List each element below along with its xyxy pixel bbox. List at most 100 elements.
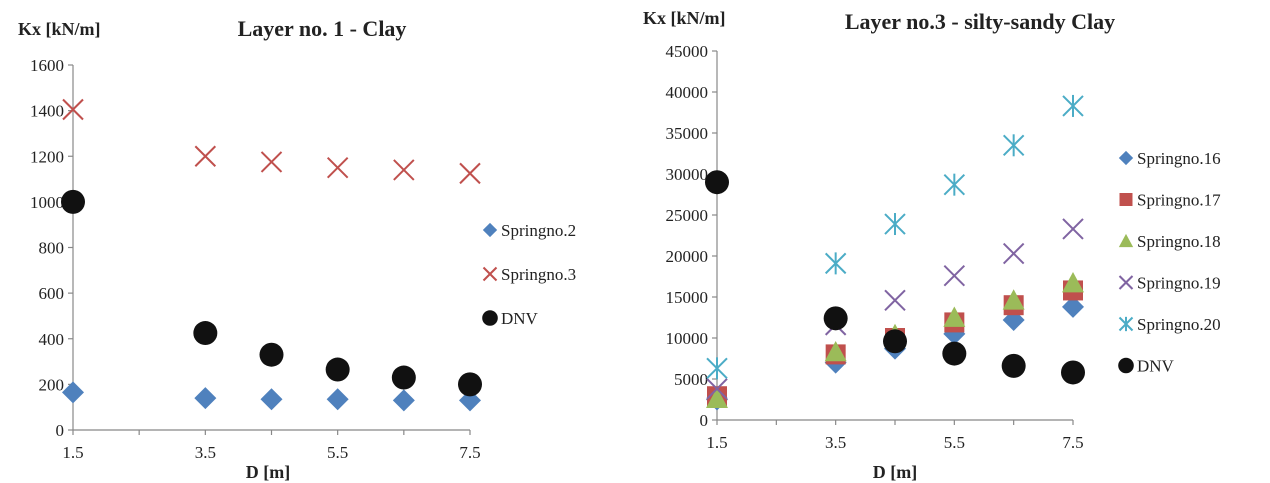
data-point-dnv (193, 321, 218, 346)
y-tick-label: 0 (700, 411, 709, 430)
y-tick-label: 1600 (30, 56, 64, 75)
y-tick-label: 40000 (666, 83, 709, 102)
legend-marker-triangle (1118, 233, 1134, 248)
data-point-springno-2 (194, 387, 217, 410)
series-dnv (61, 189, 482, 397)
data-point-springno-2 (326, 388, 349, 411)
legend-label: Springno.16 (1137, 149, 1221, 168)
data-point-springno-3 (62, 98, 84, 121)
data-point-springno-20 (884, 213, 906, 236)
data-point-springno-3 (260, 151, 283, 173)
legend-marker-diamond (1118, 150, 1134, 166)
y-tick-label: 5000 (674, 370, 708, 389)
y-tick-label: 30000 (666, 165, 709, 184)
data-point-springno-19 (706, 378, 728, 400)
y-tick-label: 15000 (666, 288, 709, 307)
legend-item-springno-2: Springno.2 (482, 221, 576, 240)
y-tick-label: 1400 (30, 102, 64, 121)
series-springno-18 (706, 272, 1084, 409)
data-point-springno-20 (706, 357, 728, 380)
data-point-dnv (458, 372, 482, 397)
legend-marker-square (1119, 193, 1133, 206)
legend-item-springno-19: Springno.19 (1118, 274, 1221, 293)
y-tick-label: 200 (39, 375, 65, 394)
legend: Springno.16 Springno.17 Springno.18 Springn… (1118, 149, 1221, 376)
data-point-springno-18 (706, 387, 728, 409)
data-point-springno-3 (393, 159, 415, 181)
series-springno-2 (62, 381, 481, 412)
data-point-springno-20 (824, 252, 847, 275)
x-tick-label: 7.5 (1062, 433, 1083, 452)
data-point-springno-3 (194, 145, 217, 167)
legend-item-dnv: DNV (482, 309, 539, 328)
legend-marker-x (1118, 275, 1134, 290)
legend-label: Springno.20 (1137, 315, 1221, 334)
legend-label: Springno.2 (501, 221, 576, 240)
y-tick-label: 0 (56, 421, 65, 440)
y-axis-label: Kx [kN/m] (643, 8, 726, 28)
data-point-dnv (61, 189, 85, 214)
x-tick-label: 3.5 (195, 443, 216, 462)
legend-item-dnv: DNV (1118, 357, 1175, 376)
data-point-springno-19 (1062, 218, 1084, 240)
data-point-springno-18 (824, 340, 847, 362)
y-tick-label: 45000 (666, 42, 709, 61)
data-point-dnv (1001, 353, 1026, 378)
data-point-springno-20 (1062, 94, 1084, 117)
x-axis-label: D [m] (246, 462, 290, 482)
data-point-dnv (325, 357, 350, 382)
y-tick-label: 800 (39, 239, 65, 258)
x-axis-label: D [m] (873, 462, 917, 482)
y-tick-label: 600 (39, 284, 65, 303)
data-point-springno-2 (62, 381, 84, 404)
y-tick-label: 1200 (30, 147, 64, 166)
series-springno-19 (706, 218, 1084, 400)
series-springno-20 (706, 94, 1084, 380)
chart-layer-1-clay: Layer no. 1 - Clay Kx [kN/m] D [m] 0 200 400 6… (18, 16, 576, 482)
data-point-springno-20 (943, 173, 966, 196)
chart-layer-3-silty-sandy-clay: Layer no.3 - silty-sandy Clay Kx [kN/m] D … (643, 8, 1221, 482)
data-point-springno-2 (392, 389, 415, 412)
x-tick-label: 7.5 (459, 443, 480, 462)
y-tick-label: 20000 (666, 247, 709, 266)
legend-marker-asterisk (1118, 316, 1134, 332)
x-tick-label: 1.5 (62, 443, 83, 462)
legend-label: Springno.3 (501, 265, 576, 284)
chart-title: Layer no. 1 - Clay (238, 16, 407, 41)
y-tick-label: 10000 (666, 329, 709, 348)
legend-marker-x (482, 266, 498, 282)
data-point-springno-3 (326, 156, 349, 179)
legend-label: Springno.19 (1137, 274, 1221, 293)
y-tick-label: 400 (39, 330, 65, 349)
data-point-dnv (705, 170, 729, 195)
legend-label: Springno.17 (1137, 191, 1221, 210)
legend-item-springno-20: Springno.20 (1118, 315, 1221, 334)
x-tick-label: 5.5 (944, 433, 965, 452)
x-tick-label: 3.5 (825, 433, 846, 452)
y-axis-label: Kx [kN/m] (18, 19, 101, 39)
data-point-dnv (942, 341, 967, 366)
data-point-dnv (823, 306, 848, 331)
legend-marker-circle (482, 310, 498, 326)
data-point-springno-16 (1062, 295, 1084, 318)
y-tick-label: 35000 (666, 124, 709, 143)
data-point-springno-18 (1062, 272, 1084, 293)
data-point-springno-18 (1002, 289, 1025, 310)
data-point-dnv (1061, 360, 1085, 385)
y-tick-label: 25000 (666, 206, 709, 225)
legend-label: DNV (1137, 357, 1175, 376)
series-springno-3 (62, 98, 481, 185)
data-point-springno-20 (1002, 134, 1025, 157)
x-tick-label: 1.5 (706, 433, 727, 452)
legend-marker-diamond (482, 222, 498, 238)
legend-item-springno-18: Springno.18 (1118, 232, 1221, 251)
legend-item-springno-3: Springno.3 (482, 265, 576, 284)
legend-item-springno-17: Springno.17 (1119, 191, 1221, 210)
data-point-springno-3 (459, 162, 481, 185)
data-point-springno-19 (1002, 242, 1025, 265)
data-point-springno-19 (943, 264, 966, 287)
legend: Springno.2 Springno.3 DNV (482, 221, 576, 328)
y-tick-label: 1000 (30, 193, 64, 212)
data-point-springno-2 (260, 388, 283, 411)
